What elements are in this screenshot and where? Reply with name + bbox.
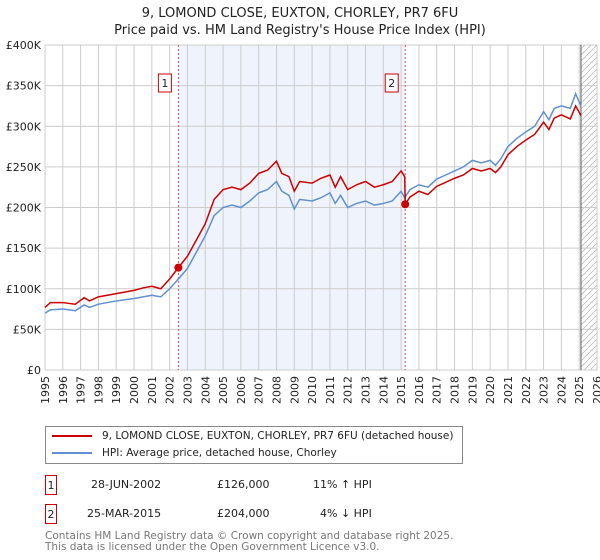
x-tick-label: 1999 bbox=[110, 376, 123, 404]
x-tick-label: 2011 bbox=[324, 376, 337, 404]
y-tick-label: £0 bbox=[27, 364, 41, 377]
property-price-line bbox=[44, 104, 582, 308]
x-tick-label: 2019 bbox=[466, 376, 479, 404]
x-tick-label: 2014 bbox=[377, 376, 390, 404]
x-tick-label: 2000 bbox=[128, 376, 141, 404]
y-tick-label: £150K bbox=[6, 242, 42, 255]
x-tick-label: 2006 bbox=[235, 376, 248, 404]
x-tick-label: 1995 bbox=[39, 376, 52, 404]
x-tick-label: 2016 bbox=[413, 376, 426, 404]
x-tick-label: 1996 bbox=[57, 376, 70, 404]
footer-line: This data is licensed under the Open Gov… bbox=[45, 540, 380, 553]
hpi-line bbox=[44, 91, 582, 314]
y-tick-label: £400K bbox=[6, 39, 42, 52]
sale-price: £204,000 bbox=[217, 507, 270, 520]
x-tick-label: 2025 bbox=[573, 376, 586, 404]
sale-point bbox=[401, 200, 410, 209]
legend-item-property: 9, LOMOND CLOSE, EUXTON, CHORLEY, PR7 6F… bbox=[52, 430, 453, 442]
y-tick-label: £350K bbox=[6, 80, 42, 93]
legend-label: 9, LOMOND CLOSE, EUXTON, CHORLEY, PR7 6F… bbox=[102, 430, 454, 442]
x-tick-label: 2002 bbox=[164, 376, 177, 404]
plot-area: 1995 1996 1997 1998 1999 2000 2001 2002 2003 2004… bbox=[6, 39, 600, 404]
legend-label: HPI: Average price, detached house, Chor… bbox=[102, 447, 337, 459]
chart-title: 9, LOMOND CLOSE, EUXTON, CHORLEY, PR7 6F… bbox=[141, 6, 459, 21]
legend-item-hpi: HPI: Average price, detached house, Chor… bbox=[52, 447, 337, 459]
x-tick-label: 2010 bbox=[306, 376, 319, 404]
y-tick-label: £100K bbox=[6, 283, 42, 296]
legend-swatch-red bbox=[52, 435, 92, 437]
footer-line: Contains HM Land Registry data © Crown c… bbox=[45, 530, 454, 542]
sale-price: £126,000 bbox=[217, 478, 270, 491]
sale-date: 28-JUN-2002 bbox=[91, 478, 162, 491]
sale-label: 1 bbox=[161, 77, 168, 90]
x-tick-label: 2012 bbox=[342, 376, 355, 404]
sale-hpi: 11% ↑ HPI bbox=[313, 478, 372, 491]
x-tick-label: 2024 bbox=[555, 376, 568, 404]
x-tick-label: 2021 bbox=[502, 376, 515, 404]
y-tick-label: £250K bbox=[6, 161, 42, 174]
y-tick-label: £200K bbox=[6, 202, 42, 215]
x-tick-label: 2005 bbox=[217, 376, 230, 404]
sale-badge: 1 bbox=[45, 475, 57, 495]
x-tick-label: 2015 bbox=[395, 376, 408, 404]
sale-label: 2 bbox=[388, 77, 395, 90]
sale-badge: 2 bbox=[45, 504, 57, 524]
x-tick-label: 2003 bbox=[181, 376, 194, 404]
footer: Contains HM Land Registry data © Crown c… bbox=[45, 531, 453, 552]
y-tick-label: £300K bbox=[6, 120, 42, 133]
sale-point bbox=[174, 263, 183, 272]
chart-subtitle: Price paid vs. HM Land Registry's House … bbox=[114, 23, 486, 38]
x-tick-label: 2018 bbox=[449, 376, 462, 404]
x-tick-label: 2001 bbox=[146, 376, 159, 404]
sale-row: 1 28-JUN-2002 £126,000 11% ↑ HPI bbox=[45, 475, 545, 495]
x-tick-label: 2020 bbox=[484, 376, 497, 404]
sale-hpi: 4% ↓ HPI bbox=[320, 507, 372, 520]
legend-swatch-blue bbox=[52, 452, 92, 454]
sale-label-box bbox=[384, 73, 399, 93]
sale-label-box bbox=[157, 73, 172, 93]
x-tick-label: 2023 bbox=[538, 376, 551, 404]
x-tick-label: 2013 bbox=[360, 376, 373, 404]
x-tick-label: 1998 bbox=[92, 376, 105, 404]
x-tick-label: 2026 bbox=[591, 376, 600, 404]
x-tick-label: 2009 bbox=[288, 376, 301, 404]
x-tick-label: 2017 bbox=[431, 376, 444, 404]
y-tick-label: £50K bbox=[13, 323, 42, 336]
sale-row: 2 25-MAR-2015 £204,000 4% ↓ HPI bbox=[45, 504, 545, 524]
x-tick-label: 2008 bbox=[270, 376, 283, 404]
x-tick-label: 2004 bbox=[199, 376, 212, 404]
x-tick-label: 2022 bbox=[520, 376, 533, 404]
x-tick-label: 2007 bbox=[253, 376, 266, 404]
legend: 9, LOMOND CLOSE, EUXTON, CHORLEY, PR7 6F… bbox=[45, 426, 463, 464]
sale-date: 25-MAR-2015 bbox=[87, 507, 162, 520]
x-tick-label: 1997 bbox=[75, 376, 88, 404]
